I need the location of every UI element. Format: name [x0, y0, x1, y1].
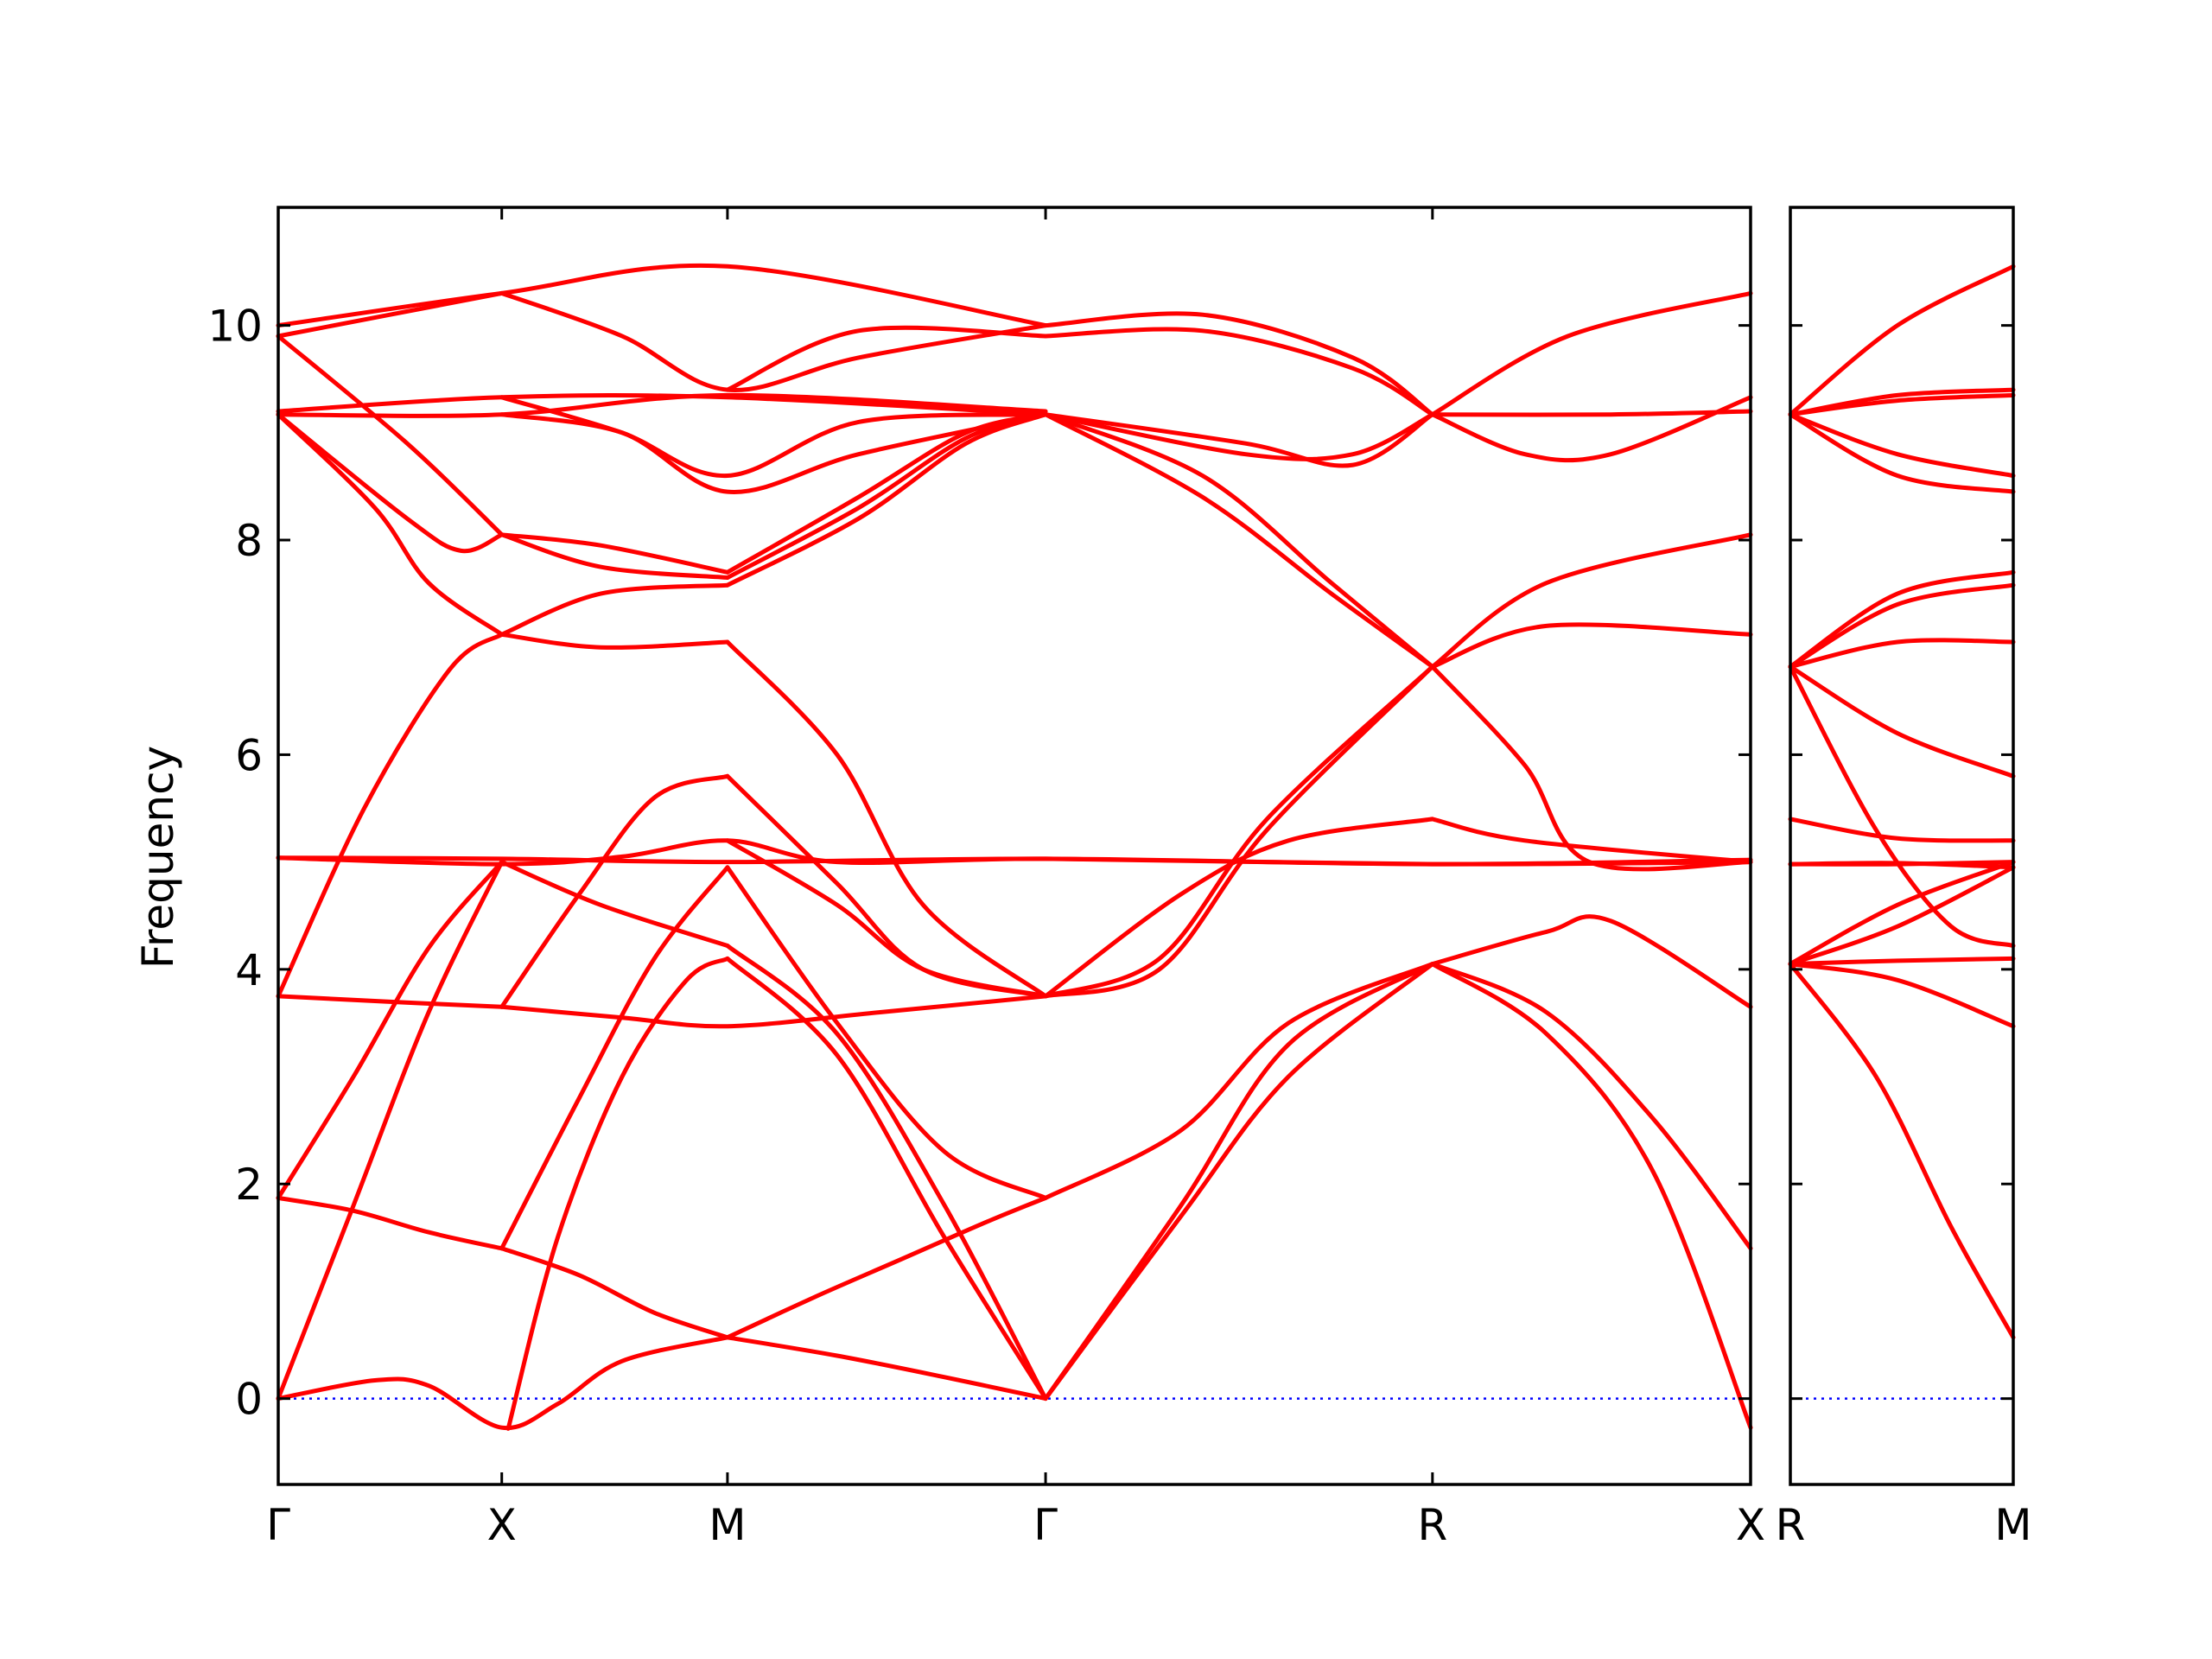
- band-line-0-24: [499, 532, 730, 575]
- band-line-1-15: [1788, 956, 2016, 967]
- band-line-0-58: [1430, 817, 1753, 865]
- band-line-0-1: [725, 1335, 1048, 1402]
- band-line-0-44: [1043, 664, 1435, 999]
- y-tick-label: 8: [235, 516, 263, 566]
- band-line-0-28: [725, 412, 1048, 580]
- band-line-0-42: [1043, 962, 1435, 1402]
- band-line-0-23: [499, 582, 730, 637]
- band-line-1-16: [1788, 962, 2016, 1029]
- band-line-0-20: [276, 838, 1753, 867]
- band-line-0-52: [1430, 409, 1753, 417]
- band-line-0-53: [1430, 395, 1753, 463]
- band-line-0-61: [1430, 962, 1753, 1430]
- band-line-0-49: [1043, 327, 1435, 417]
- band-line-0-39: [725, 325, 1048, 392]
- x-tick-label: R: [1776, 1500, 1806, 1550]
- y-tick-label: 6: [235, 730, 263, 780]
- band-line-0-43: [1043, 962, 1435, 1402]
- band-line-0-29: [276, 412, 505, 637]
- y-axis-label: Frequency: [133, 746, 183, 969]
- band-line-1-10: [1788, 817, 2016, 843]
- band-line-0-47: [1043, 412, 1435, 670]
- band-line-1-13: [1788, 860, 2016, 967]
- band-line-0-22: [725, 639, 1048, 999]
- band-line-1-9: [1788, 664, 2016, 948]
- band-line-1-8: [1788, 664, 2016, 779]
- plot-frame: [276, 206, 1752, 1486]
- band-line-0-3: [499, 1246, 730, 1340]
- band-line-0-46: [1043, 412, 1435, 670]
- band-line-1-3: [1788, 412, 2016, 478]
- y-tick-label: 2: [235, 1160, 263, 1210]
- band-line-0-25: [499, 532, 730, 580]
- band-line-0-60: [1430, 962, 1753, 1251]
- band-line-0-35: [499, 395, 1048, 479]
- band-line-1-4: [1788, 412, 2016, 494]
- band-line-0-45: [1043, 664, 1435, 999]
- band-line-1-2: [1788, 392, 2016, 417]
- x-tick-label: Γ: [1033, 1500, 1058, 1550]
- band-line-1-5: [1788, 569, 2016, 670]
- band-line-0-57: [1430, 664, 1753, 872]
- band-line-0-18: [725, 773, 1048, 999]
- band-line-0-15: [725, 944, 1048, 1402]
- x-tick-label: X: [487, 1500, 517, 1550]
- band-line-0-8: [276, 994, 505, 1009]
- band-line-1-6: [1788, 582, 2016, 670]
- band-line-0-10: [499, 865, 730, 1251]
- band-line-1-12: [1788, 861, 2016, 870]
- y-tick-label: 4: [235, 945, 263, 995]
- x-tick-label: R: [1417, 1500, 1447, 1550]
- band-line-0-2: [276, 1195, 505, 1251]
- band-line-0-27: [725, 412, 1048, 575]
- band-line-0-54: [1430, 290, 1753, 417]
- band-line-0-12: [499, 773, 730, 1009]
- band-line-0-59: [1430, 914, 1753, 1009]
- band-line-0-0: [276, 1335, 730, 1431]
- band-line-0-32: [276, 392, 1048, 418]
- x-tick-label: M: [709, 1500, 746, 1550]
- band-line-1-7: [1788, 638, 2016, 670]
- band-line-0-41: [1043, 962, 1435, 1200]
- band-line-0-13: [499, 860, 730, 948]
- y-tick-label: 0: [235, 1375, 263, 1425]
- band-line-0-31: [276, 334, 505, 537]
- band-line-0-6: [276, 860, 505, 1200]
- band-line-0-37: [276, 290, 505, 339]
- band-line-0-30: [276, 412, 505, 554]
- band-line-0-16: [725, 865, 1048, 1200]
- x-tick-label: Γ: [266, 1500, 290, 1550]
- band-panel-main: Γ X M Γ R X 0 2 4 6 8 10: [207, 206, 1765, 1550]
- band-line-0-5: [276, 860, 505, 1402]
- plot-frame: [1789, 206, 2015, 1486]
- band-line-0-34: [499, 412, 1048, 494]
- band-line-0-36: [276, 263, 1048, 328]
- band-line-0-55: [1430, 532, 1753, 670]
- band-line-0-51: [1043, 412, 1435, 468]
- band-line-1-14: [1788, 865, 2016, 967]
- band-line-0-56: [1430, 622, 1753, 670]
- y-tick-label: 10: [207, 302, 263, 352]
- x-tick-label: X: [1736, 1500, 1765, 1550]
- band-line-0-7: [276, 632, 505, 999]
- band-line-0-9: [499, 994, 1048, 1029]
- band-line-1-17: [1788, 962, 2016, 1340]
- band-line-0-4: [725, 1195, 1048, 1340]
- band-line-0-26: [725, 412, 1048, 588]
- band-line-0-14: [725, 956, 1048, 1402]
- band-line-0-40: [1043, 817, 1435, 999]
- band-line-0-50: [1043, 412, 1435, 461]
- band-line-0-48: [1043, 311, 1435, 417]
- band-line-0-11: [505, 956, 730, 1431]
- band-line-1-0: [1788, 264, 2016, 417]
- band-line-0-21: [499, 632, 730, 650]
- band-line-0-33: [276, 393, 1048, 417]
- x-tick-label: M: [1994, 1500, 2031, 1550]
